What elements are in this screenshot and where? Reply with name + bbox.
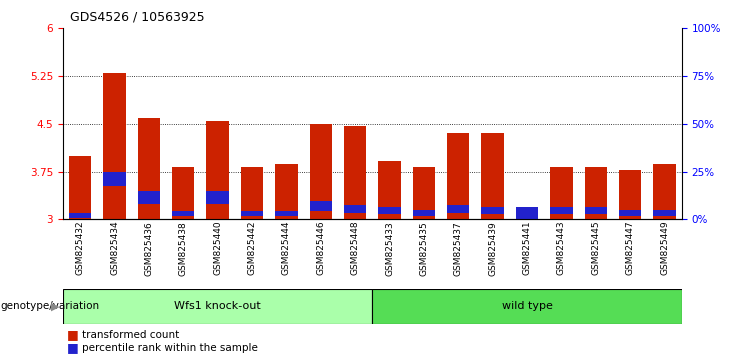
Bar (619, 170, 641, 219)
Bar (551, 167, 573, 219)
Bar (654, 210, 676, 216)
Bar (104, 172, 126, 186)
Text: ▶: ▶ (51, 301, 59, 311)
Text: ■: ■ (67, 328, 79, 341)
Bar (379, 161, 401, 219)
Bar (241, 167, 263, 219)
Bar (69, 213, 91, 218)
Bar (275, 211, 298, 216)
Bar (482, 207, 504, 215)
Bar (413, 210, 435, 216)
Bar (585, 207, 607, 215)
Text: transformed count: transformed count (82, 330, 179, 339)
Text: ■: ■ (67, 341, 79, 354)
Bar (172, 211, 194, 216)
Bar (275, 164, 298, 219)
Text: genotype/variation: genotype/variation (0, 301, 99, 311)
Text: wild type: wild type (502, 301, 553, 311)
Bar (585, 167, 607, 219)
Bar (310, 124, 332, 219)
Bar (551, 207, 573, 215)
Bar (373, 289, 682, 324)
Bar (310, 201, 332, 211)
Bar (654, 164, 676, 219)
Bar (619, 210, 641, 216)
Bar (344, 205, 366, 213)
Bar (516, 207, 538, 221)
Bar (138, 118, 160, 219)
Bar (63, 289, 373, 324)
Bar (172, 167, 194, 219)
Text: GDS4526 / 10563925: GDS4526 / 10563925 (70, 11, 205, 24)
Bar (482, 133, 504, 219)
Text: Wfs1 knock-out: Wfs1 knock-out (174, 301, 261, 311)
Bar (447, 205, 470, 213)
Bar (138, 192, 160, 204)
Bar (241, 211, 263, 216)
Bar (104, 73, 126, 219)
Bar (413, 167, 435, 219)
Bar (69, 156, 91, 219)
Bar (207, 192, 229, 204)
Bar (516, 215, 538, 219)
Bar (379, 207, 401, 214)
Bar (344, 126, 366, 219)
Text: percentile rank within the sample: percentile rank within the sample (82, 343, 257, 353)
Bar (447, 133, 470, 219)
Bar (207, 121, 229, 219)
